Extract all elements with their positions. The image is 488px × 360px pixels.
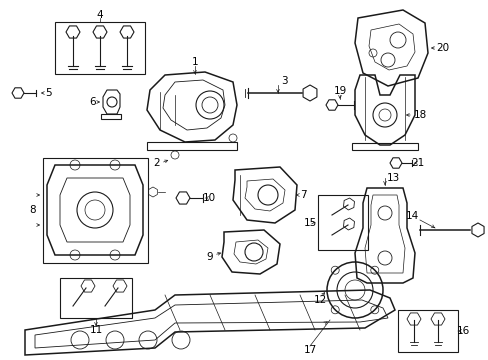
- Text: 13: 13: [386, 173, 399, 183]
- Text: 1: 1: [191, 57, 198, 67]
- Text: 4: 4: [97, 10, 103, 20]
- Text: 17: 17: [303, 345, 316, 355]
- Text: 19: 19: [333, 86, 346, 96]
- Bar: [317, 195, 367, 250]
- Bar: [351, 143, 417, 150]
- Text: 16: 16: [455, 326, 468, 336]
- Text: 3: 3: [280, 76, 287, 86]
- Text: 5: 5: [44, 88, 51, 98]
- Text: 14: 14: [405, 211, 418, 221]
- Text: 20: 20: [436, 43, 448, 53]
- Bar: [397, 310, 457, 352]
- Bar: [101, 114, 121, 119]
- Text: 18: 18: [412, 110, 426, 120]
- Text: 8: 8: [30, 205, 36, 215]
- Text: 12: 12: [313, 295, 326, 305]
- Bar: [60, 278, 132, 318]
- Text: 21: 21: [410, 158, 424, 168]
- Text: 7: 7: [299, 190, 305, 200]
- Text: 15: 15: [303, 217, 316, 228]
- Bar: [43, 158, 148, 263]
- Text: 9: 9: [206, 252, 213, 262]
- Text: 6: 6: [89, 97, 96, 107]
- Text: 11: 11: [89, 325, 102, 335]
- Text: 10: 10: [202, 193, 215, 203]
- Bar: [147, 142, 237, 150]
- Bar: [55, 22, 145, 74]
- Text: 2: 2: [153, 158, 160, 168]
